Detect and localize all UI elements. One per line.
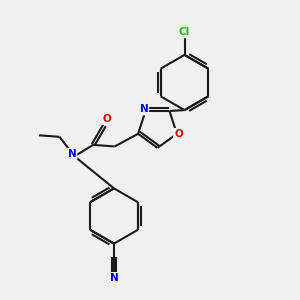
Text: O: O [102,114,111,124]
Text: N: N [140,104,148,115]
Text: O: O [174,129,183,139]
Text: Cl: Cl [179,27,190,38]
Text: N: N [68,149,76,159]
Text: N: N [110,273,118,283]
